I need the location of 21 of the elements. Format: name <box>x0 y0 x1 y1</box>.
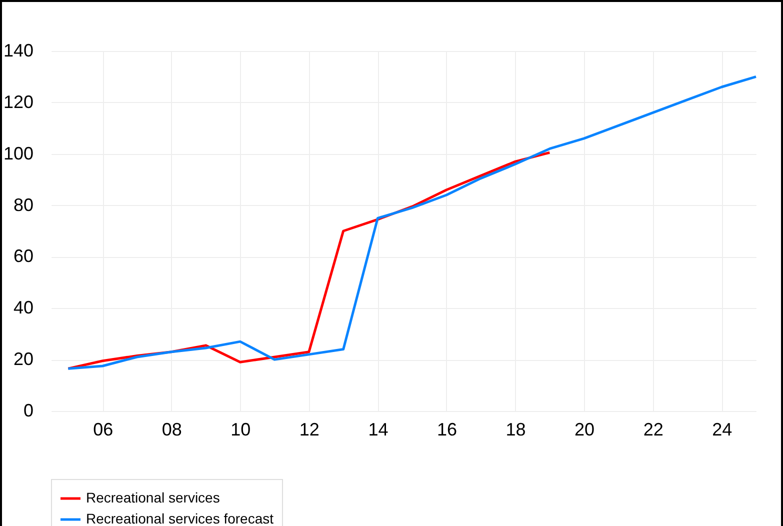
legend-label: Recreational services forecast <box>86 510 274 526</box>
x-tick-label: 12 <box>299 420 320 440</box>
x-tick-label: 18 <box>506 420 526 440</box>
x-tick-label: 16 <box>436 420 458 440</box>
y-tick-label: 140 <box>3 40 34 60</box>
y-tick-label: 100 <box>3 143 34 164</box>
x-tick-label: 24 <box>712 420 732 440</box>
legend-label: Recreational services <box>86 490 220 506</box>
y-tick-label: 20 <box>13 349 34 370</box>
x-tick-label: 20 <box>574 420 595 440</box>
y-tick-label: 60 <box>13 246 34 266</box>
y-tick-label: 0 <box>23 400 34 420</box>
x-tick-label: 06 <box>93 420 114 440</box>
x-tick-label: 22 <box>643 420 664 440</box>
y-tick-label: 40 <box>13 298 34 318</box>
y-tick-label: 80 <box>13 194 34 215</box>
y-tick-label: 120 <box>3 92 34 112</box>
x-tick-label: 08 <box>162 420 182 440</box>
x-tick-label: 14 <box>368 420 388 440</box>
line-series <box>66 75 758 370</box>
x-tick-label: 10 <box>230 420 251 440</box>
